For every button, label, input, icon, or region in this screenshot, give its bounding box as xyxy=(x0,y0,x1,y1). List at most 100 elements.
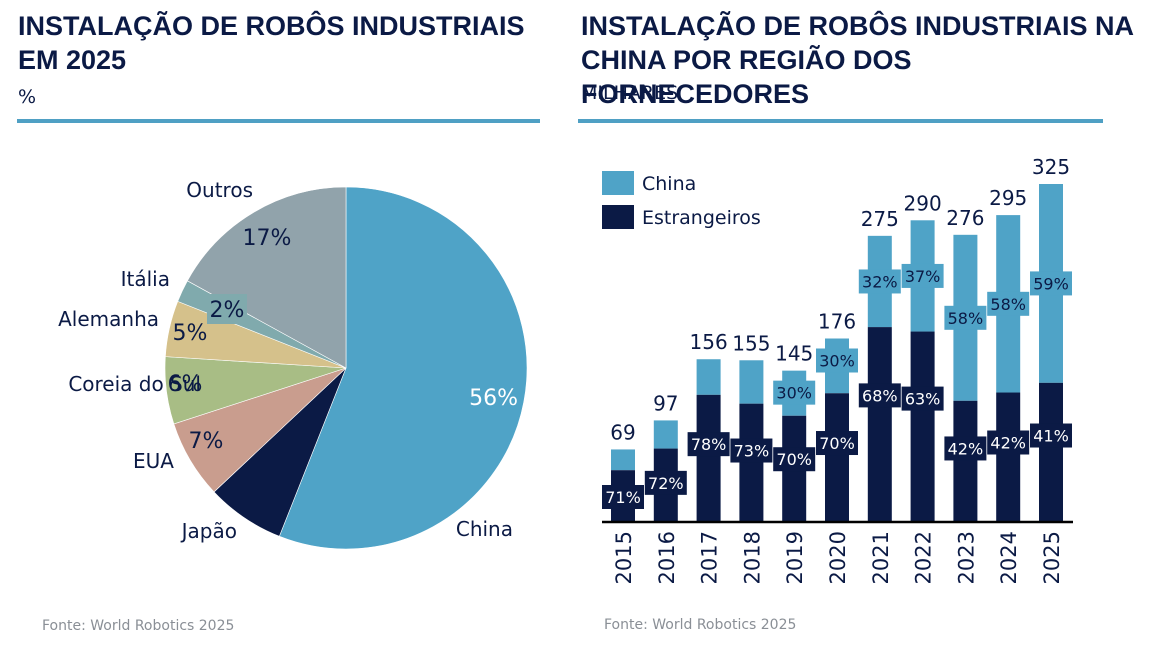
x-tick-label-2021: 2021 xyxy=(869,531,893,584)
x-tick-label-2023: 2023 xyxy=(954,531,978,584)
bar-total-label-2016: 97 xyxy=(653,391,678,415)
bar-china-label-2025: 59% xyxy=(1033,274,1069,293)
x-tick-label-2022: 2022 xyxy=(912,531,936,584)
bar-foreign-label-bg-2019 xyxy=(773,447,816,472)
bar-foreign-label-bg-2016 xyxy=(644,470,687,495)
bar-foreign-label-bg-2022 xyxy=(901,386,944,411)
pie-category-label-china: China xyxy=(456,517,513,541)
bar-total-label-2025: 325 xyxy=(1032,155,1070,179)
legend: China Estrangeiros xyxy=(602,171,761,229)
pie-value-label-alemanha: 5% xyxy=(173,321,208,346)
bar-foreign-label-2025: 41% xyxy=(1033,427,1069,446)
x-tick-label-2019: 2019 xyxy=(783,531,807,584)
bar-foreign-label-2017: 78% xyxy=(691,435,727,454)
bar-china-2017 xyxy=(696,359,721,395)
pie-category-label-coreia-do-sul: Coreia do Sul xyxy=(68,372,201,396)
x-tick-label-2016: 2016 xyxy=(655,531,679,584)
bar-china-label-bg-2023 xyxy=(944,305,987,330)
pie-category-label-outros: Outros xyxy=(186,178,253,202)
pie-chart-title: INSTALAÇÃO DE ROBÔS INDUSTRIAIS EM 2025 xyxy=(18,11,525,75)
pie-category-label-alemanha: Alemanha xyxy=(58,307,159,331)
bar-china-label-bg-2024 xyxy=(987,291,1030,316)
bar-china-2015 xyxy=(611,449,635,471)
bar-foreign-label-2016: 72% xyxy=(648,474,684,493)
legend-swatch-china xyxy=(602,171,634,195)
pie-value-label-eua: 7% xyxy=(189,429,224,454)
pie-slice-china xyxy=(278,186,528,550)
bar-china-label-bg-2022 xyxy=(901,263,944,288)
bar-total-label-2021: 275 xyxy=(861,207,899,231)
bar-china-label-bg-2021 xyxy=(858,269,901,294)
bar-chart-unit: MILHARES xyxy=(581,82,679,104)
x-tick-label-2017: 2017 xyxy=(698,531,722,584)
bar-total-label-2017: 156 xyxy=(690,330,728,354)
bar-foreign-label-bg-2025 xyxy=(1030,423,1072,448)
bar-foreign-2022 xyxy=(910,331,935,521)
bar-china-label-2021: 32% xyxy=(862,272,898,291)
x-tick-label-2025: 2025 xyxy=(1040,531,1064,584)
pie-value-label-bg-italia xyxy=(207,294,247,324)
pie-source-note: Fonte: World Robotics 2025 xyxy=(42,618,235,634)
bar-total-label-2020: 176 xyxy=(818,310,856,334)
bar-foreign-label-2024: 42% xyxy=(990,433,1026,452)
bar-foreign-label-2015: 71% xyxy=(605,488,641,507)
pie-chart-unit: % xyxy=(18,86,37,108)
bar-china-label-2019: 30% xyxy=(776,384,812,403)
pie-category-label-italia: Itália xyxy=(121,267,170,291)
bar-total-label-2023: 276 xyxy=(946,206,984,230)
bar-foreign-label-2020: 70% xyxy=(819,434,855,453)
bar-foreign-2017 xyxy=(696,394,721,521)
pie-category-label-eua: EUA xyxy=(133,449,174,473)
bar-foreign-label-2022: 63% xyxy=(905,390,941,409)
bar-foreign-2021 xyxy=(867,327,892,521)
bar-china-2018 xyxy=(739,360,764,404)
pie-category-label-japao: Japão xyxy=(180,519,237,543)
bar-foreign-label-bg-2021 xyxy=(858,383,901,408)
bar-foreign-label-2023: 42% xyxy=(948,439,984,458)
bar-foreign-label-bg-2018 xyxy=(730,438,773,463)
bars: 69 71% 97 72% 156 78% 155 73% 145 70% 30% 176 70% 30%… xyxy=(602,155,1072,521)
bar-china-label-bg-2019 xyxy=(773,380,816,405)
bar-foreign-label-2021: 68% xyxy=(862,386,898,405)
stacked-bar-chart: China Estrangeiros 69 71% 97 72% 156 78% 155 73… xyxy=(602,155,1073,584)
pie-value-label-outros: 17% xyxy=(243,226,292,251)
bar-china-2016 xyxy=(653,420,678,449)
bar-china-label-2020: 30% xyxy=(819,352,855,371)
bar-foreign-2024 xyxy=(996,392,1021,521)
bar-total-label-2018: 155 xyxy=(732,331,770,355)
bar-chart-title: INSTALAÇÃO DE ROBÔS INDUSTRIAIS NA CHINA… xyxy=(581,11,1134,109)
bar-total-label-2024: 295 xyxy=(989,186,1027,210)
bar-foreign-label-bg-2020 xyxy=(816,431,858,456)
bar-foreign-label-bg-2023 xyxy=(944,436,987,461)
pie-slices xyxy=(164,186,528,550)
pie-title-divider xyxy=(17,119,540,123)
x-tick-labels: 2015 2016 2017 2018 2019 2020 2021 2022 2023 2024… xyxy=(612,531,1064,584)
bar-total-label-2022: 290 xyxy=(904,191,942,215)
legend-label-foreign: Estrangeiros xyxy=(642,207,761,229)
pie-value-label-italia: 2% xyxy=(210,298,245,323)
x-tick-label-2024: 2024 xyxy=(997,531,1021,584)
bar-foreign-2020 xyxy=(825,393,849,521)
x-tick-label-2018: 2018 xyxy=(740,531,764,584)
bar-foreign-label-bg-2024 xyxy=(987,430,1030,455)
pie-slice-outros xyxy=(186,186,347,369)
bar-china-label-2022: 37% xyxy=(905,267,941,286)
bar-foreign-2023 xyxy=(953,400,978,521)
bar-china-label-2024: 58% xyxy=(990,295,1026,314)
legend-swatch-foreign xyxy=(602,205,634,229)
x-tick-label-2020: 2020 xyxy=(826,531,850,584)
bar-total-label-2015: 69 xyxy=(610,420,635,444)
pie-value-label-coreia-do-sul: 6% xyxy=(168,372,203,397)
bar-foreign-label-bg-2015 xyxy=(602,485,644,509)
bar-title-divider xyxy=(578,119,1103,123)
bar-total-label-2019: 145 xyxy=(775,342,813,366)
bar-source-note: Fonte: World Robotics 2025 xyxy=(604,617,797,633)
bar-foreign-label-bg-2017 xyxy=(687,432,730,457)
pie-value-label-china: 56% xyxy=(469,386,518,411)
bar-china-label-2023: 58% xyxy=(948,309,984,328)
legend-label-china: China xyxy=(642,173,696,195)
x-tick-label-2015: 2015 xyxy=(612,531,636,584)
bar-foreign-2025 xyxy=(1039,382,1063,521)
